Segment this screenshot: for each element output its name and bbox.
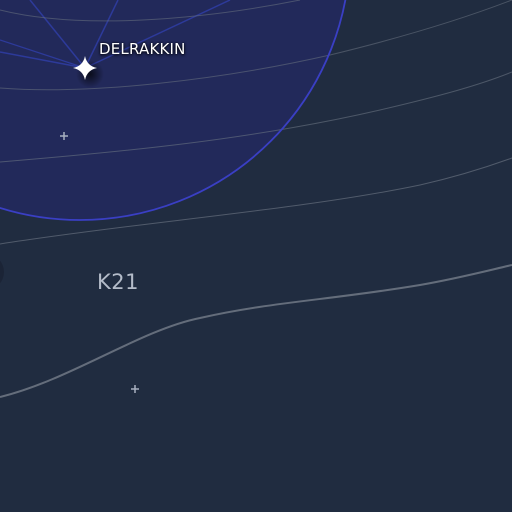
star-glow (76, 60, 104, 88)
hyperlane (0, 39, 86, 69)
contour-line (0, 0, 301, 22)
hyperlane (0, 51, 86, 69)
contour-lines (0, 0, 512, 398)
contour-line (0, 157, 512, 245)
plus-marker-icon[interactable] (131, 385, 139, 393)
partial-object (0, 260, 4, 284)
hyperlane (84, 0, 119, 69)
territory-border (0, 0, 347, 221)
four-point-star-icon[interactable] (73, 56, 97, 80)
contour-line (0, 71, 512, 163)
contour-line (0, 264, 512, 398)
hyperlane (84, 0, 231, 69)
contour-line (0, 0, 512, 91)
system-name-label[interactable]: DELRAKKIN (99, 40, 186, 58)
sector-label: K21 (97, 270, 139, 294)
territory-region[interactable] (0, 0, 350, 220)
hyperlanes (0, 0, 231, 69)
hyperlane (29, 0, 86, 69)
plus-marker-icon[interactable] (60, 132, 68, 140)
